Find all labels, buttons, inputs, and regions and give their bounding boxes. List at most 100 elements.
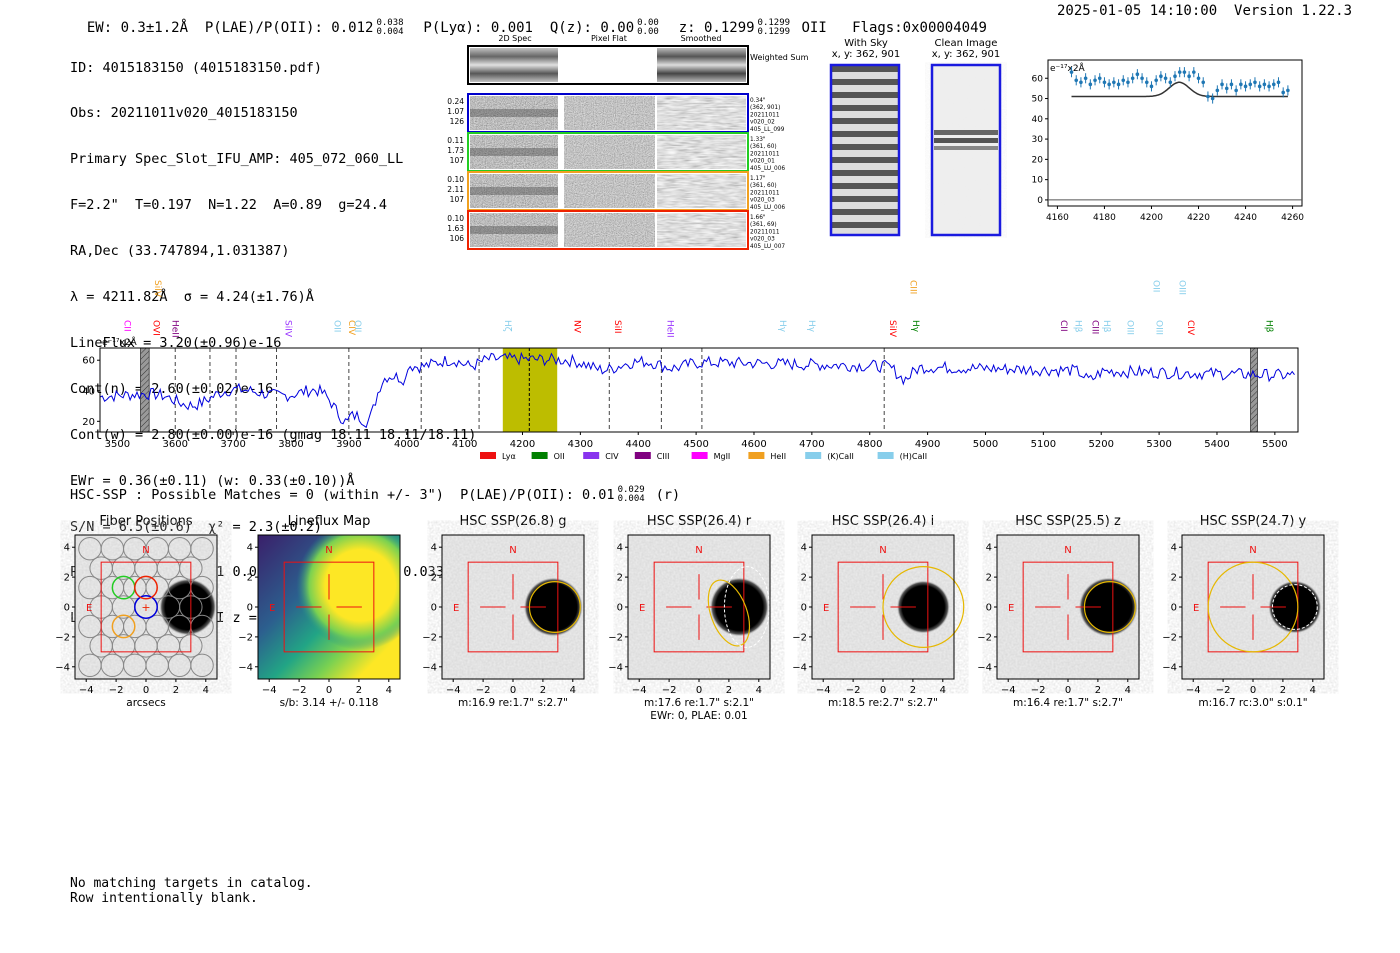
zoom-xtick-label: 4200 bbox=[1140, 213, 1163, 223]
zoom-data-point bbox=[1079, 80, 1083, 85]
highlight-band bbox=[502, 348, 558, 432]
zoom-data-point bbox=[1248, 82, 1253, 87]
y-tick-label: 0 bbox=[431, 603, 437, 614]
cutout-right-label: 405_LL_099 bbox=[750, 127, 785, 133]
zoom-ytick-label: 30 bbox=[1032, 135, 1044, 145]
hsc-plae-hi: 0.029 bbox=[617, 485, 645, 495]
source-blob bbox=[896, 580, 950, 634]
z-value: z: 0.1299 bbox=[678, 20, 755, 36]
full-xtick-label: 5000 bbox=[973, 439, 998, 450]
flags-value: Flags:0x00004049 bbox=[852, 20, 987, 36]
y-tick-label: 4 bbox=[801, 543, 807, 554]
y-tick-label: −2 bbox=[1162, 632, 1177, 643]
zoom-ytick-label: 50 bbox=[1032, 95, 1044, 105]
source-ellipse bbox=[1083, 580, 1136, 634]
panel-caption-2: EWr: 0, PLAE: 0.01 bbox=[650, 710, 747, 722]
full-xtick-label: 3500 bbox=[105, 439, 130, 450]
full-xtick-label: 5100 bbox=[1031, 439, 1056, 450]
cutout-pixelflat bbox=[564, 213, 655, 247]
east-label: E bbox=[1008, 603, 1014, 614]
zoom-data-point bbox=[1215, 88, 1220, 93]
legend-label: (H)CaII bbox=[900, 452, 927, 461]
x-tick-label: 0 bbox=[510, 685, 516, 696]
zoom-data-point bbox=[1257, 84, 1262, 89]
hsc-panel-title: HSC SSP(26.4) r bbox=[647, 514, 752, 529]
zoom-data-point bbox=[1206, 94, 1210, 99]
spectra-cutouts: 2D Spec Pixel Flat Smoothed Weighted Sum… bbox=[447, 34, 809, 250]
weighted-label: Weighted Sum bbox=[750, 53, 809, 62]
hsc-panel-title: HSC SSP(26.8) g bbox=[459, 514, 566, 529]
fiber-highlight bbox=[134, 595, 158, 619]
north-label: N bbox=[879, 545, 886, 556]
clean-band bbox=[934, 138, 998, 143]
full-xtick-label: 3800 bbox=[278, 439, 303, 450]
full-xtick-label: 4500 bbox=[683, 439, 708, 450]
zoom-data-point bbox=[1140, 76, 1144, 81]
zoom-data-point bbox=[1229, 82, 1234, 87]
hsc-panel-title: HSC SSP(26.4) i bbox=[832, 514, 934, 529]
x-tick-label: 4 bbox=[1125, 685, 1131, 696]
y-tick-label: 2 bbox=[247, 573, 253, 584]
plae-value: P(LAE)/P(OII): 0.012 bbox=[204, 20, 374, 36]
east-label: E bbox=[86, 603, 92, 614]
x-tick-label: −4 bbox=[79, 685, 94, 696]
spectral-line-label: NV bbox=[572, 320, 582, 334]
zoom-data-point bbox=[1177, 70, 1182, 74]
full-xtick-label: 3900 bbox=[336, 439, 361, 450]
spectral-line-label: CIII bbox=[907, 280, 917, 294]
cutout-2dspec bbox=[470, 213, 558, 247]
x-tick-label: 4 bbox=[940, 685, 946, 696]
zoom-data-point bbox=[1243, 84, 1248, 89]
source-blob bbox=[1078, 577, 1138, 637]
cutout-left-label: 1.73 bbox=[447, 146, 464, 155]
x-tick-label: −2 bbox=[1031, 685, 1046, 696]
spectral-line-label: SiIV bbox=[887, 320, 897, 338]
north-label: N bbox=[1249, 545, 1256, 556]
cutout-2dspec-trace bbox=[470, 226, 558, 234]
spectral-line-label: SiIV bbox=[152, 280, 162, 298]
x-tick-label: 4 bbox=[570, 685, 576, 696]
full-ytick-label: 20 bbox=[82, 417, 95, 428]
with-sky-label: With Sky bbox=[844, 38, 888, 49]
hsc-title: HSC-SSP : Possible Matches = 0 (within +… bbox=[70, 486, 680, 504]
panel-caption: m:16.7 rc:3.0" s:0.1" bbox=[1198, 697, 1307, 709]
zoom-ytick-label: 20 bbox=[1032, 155, 1044, 165]
cutout-2dspec bbox=[470, 96, 558, 130]
source-blob bbox=[1268, 580, 1322, 634]
with-sky-coords: x, y: 362, 901 bbox=[831, 49, 901, 60]
legend-swatch bbox=[634, 452, 651, 459]
zoom-data-point bbox=[1239, 82, 1243, 87]
zoom-data-point bbox=[1144, 80, 1149, 85]
north-label: N bbox=[1064, 545, 1071, 556]
x-tick-label: −2 bbox=[292, 685, 307, 696]
cutout-right-label: 1.17" bbox=[750, 176, 766, 182]
zoom-data-point bbox=[1083, 76, 1088, 81]
hsc-panel-title: Lineflux Map bbox=[288, 514, 371, 529]
hsc-band: (r) bbox=[655, 487, 681, 503]
zoom-data-point bbox=[1163, 76, 1168, 81]
panel-caption: m:17.6 re:1.7" s:2.1" bbox=[644, 697, 754, 709]
zoom-data-point bbox=[1281, 90, 1285, 95]
spectral-line-label: Hβ bbox=[1263, 320, 1273, 333]
cutout-2dspec-trace bbox=[470, 187, 558, 195]
spectral-line-label: OII bbox=[331, 320, 341, 332]
aperture-box bbox=[100, 561, 192, 653]
spectral-line-label: Hγ bbox=[806, 320, 816, 333]
lineflux-blob bbox=[258, 535, 400, 679]
zoom-xtick-label: 4180 bbox=[1093, 213, 1116, 223]
full-xtick-label: 4600 bbox=[741, 439, 766, 450]
source-ellipse bbox=[528, 580, 581, 634]
hsc-panel-title: HSC SSP(25.5) z bbox=[1015, 514, 1121, 529]
zoom-data-point bbox=[1093, 78, 1097, 83]
cutout-right-label: v020_03 bbox=[750, 198, 775, 204]
full-xtick-label: 4900 bbox=[915, 439, 940, 450]
cutout-smoothed bbox=[657, 135, 746, 169]
cutout-right-label: 1.33" bbox=[750, 137, 766, 143]
zoom-xtick-label: 4220 bbox=[1187, 213, 1210, 223]
fiber-highlight bbox=[134, 575, 158, 600]
cutout-right-label: 20211011 bbox=[750, 190, 780, 196]
cutout-left-label: 0.10 bbox=[447, 214, 464, 223]
spectral-line-label: HeII bbox=[664, 320, 674, 338]
